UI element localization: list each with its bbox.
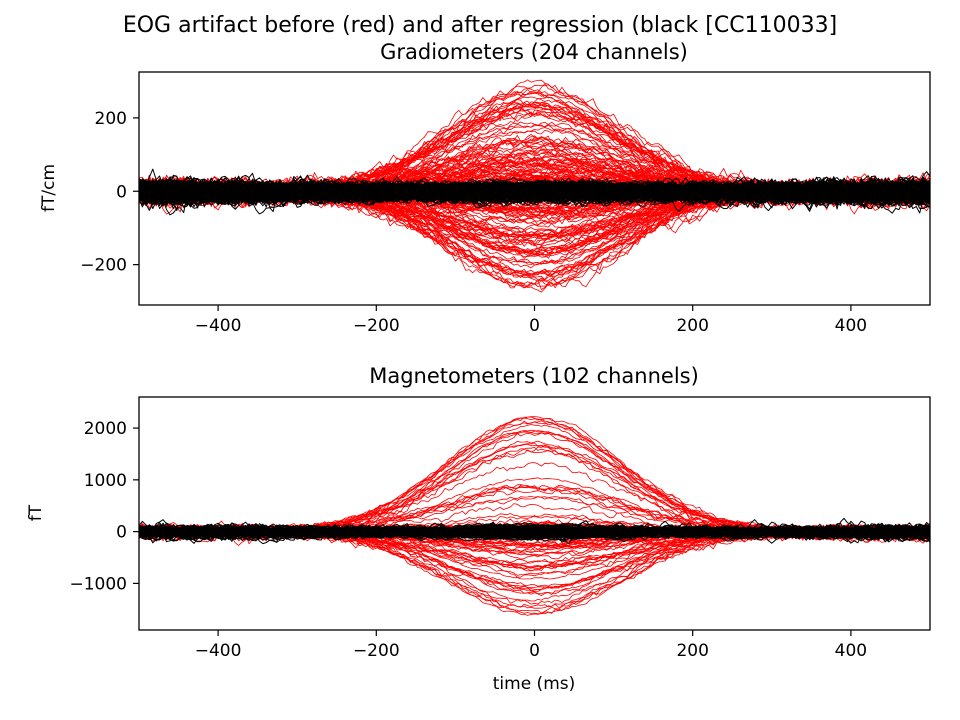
- magnetometers-xtick-label: 200: [676, 641, 708, 661]
- magnetometers-axes-frame: [138, 396, 931, 631]
- gradiometers-ticks: −400 −200 0 200 400 −200 0 200: [80, 109, 867, 336]
- gradiometers-xtick-label: 400: [835, 316, 867, 336]
- gradiometers-title: Gradiometers (204 channels): [380, 40, 688, 64]
- gradiometers-xtick-label: 200: [676, 316, 708, 336]
- magnetometers-ytick-label: 1000: [84, 471, 127, 491]
- gradiometers-panel: Gradiometers (204 channels) fT/cm −400 −2…: [39, 40, 931, 336]
- magnetometers-panel: Magnetometers (102 channels) fT time (ms…: [26, 364, 931, 694]
- magnetometers-xtick-label: 0: [529, 641, 540, 661]
- gradiometers-traces: [139, 79, 930, 293]
- gradiometers-trace-after: [139, 184, 930, 205]
- magnetometers-title: Magnetometers (102 channels): [369, 364, 699, 388]
- magnetometers-xtick-label: −400: [195, 641, 242, 661]
- gradiometers-ytick-label: −200: [80, 256, 127, 276]
- magnetometers-traces: [139, 416, 930, 616]
- gradiometers-xtick-label: −400: [195, 316, 242, 336]
- gradiometers-trace-after: [139, 179, 930, 205]
- gradiometers-ylabel: fT/cm: [39, 164, 59, 212]
- magnetometers-ytick-label: 2000: [84, 419, 127, 439]
- magnetometers-ytick-label: −1000: [69, 574, 127, 594]
- gradiometers-trace-after: [139, 181, 930, 204]
- gradiometers-ytick-label: 0: [116, 182, 127, 202]
- gradiometers-ytick-label: 200: [95, 109, 127, 129]
- gradiometers-axes-frame: [138, 71, 931, 306]
- magnetometers-xtick-label: 400: [835, 641, 867, 661]
- magnetometers-ytick-label: 0: [116, 523, 127, 543]
- magnetometers-xtick-label: −200: [353, 641, 400, 661]
- gradiometers-xtick-label: 0: [529, 316, 540, 336]
- magnetometers-ylabel: fT: [26, 504, 46, 521]
- magnetometers-trace-after: [139, 527, 930, 536]
- figure-suptitle: EOG artifact before (red) and after regr…: [123, 13, 837, 38]
- gradiometers-trace-after: [139, 184, 930, 201]
- magnetometers-trace-after: [139, 522, 930, 541]
- gradiometers-xtick-label: −200: [353, 316, 400, 336]
- magnetometers-trace-after: [139, 517, 930, 539]
- magnetometers-trace-after: [139, 527, 930, 542]
- magnetometers-xlabel: time (ms): [493, 674, 576, 694]
- magnetometers-ticks: −400 −200 0 200 400 −1000 0 1000 2000: [69, 419, 867, 661]
